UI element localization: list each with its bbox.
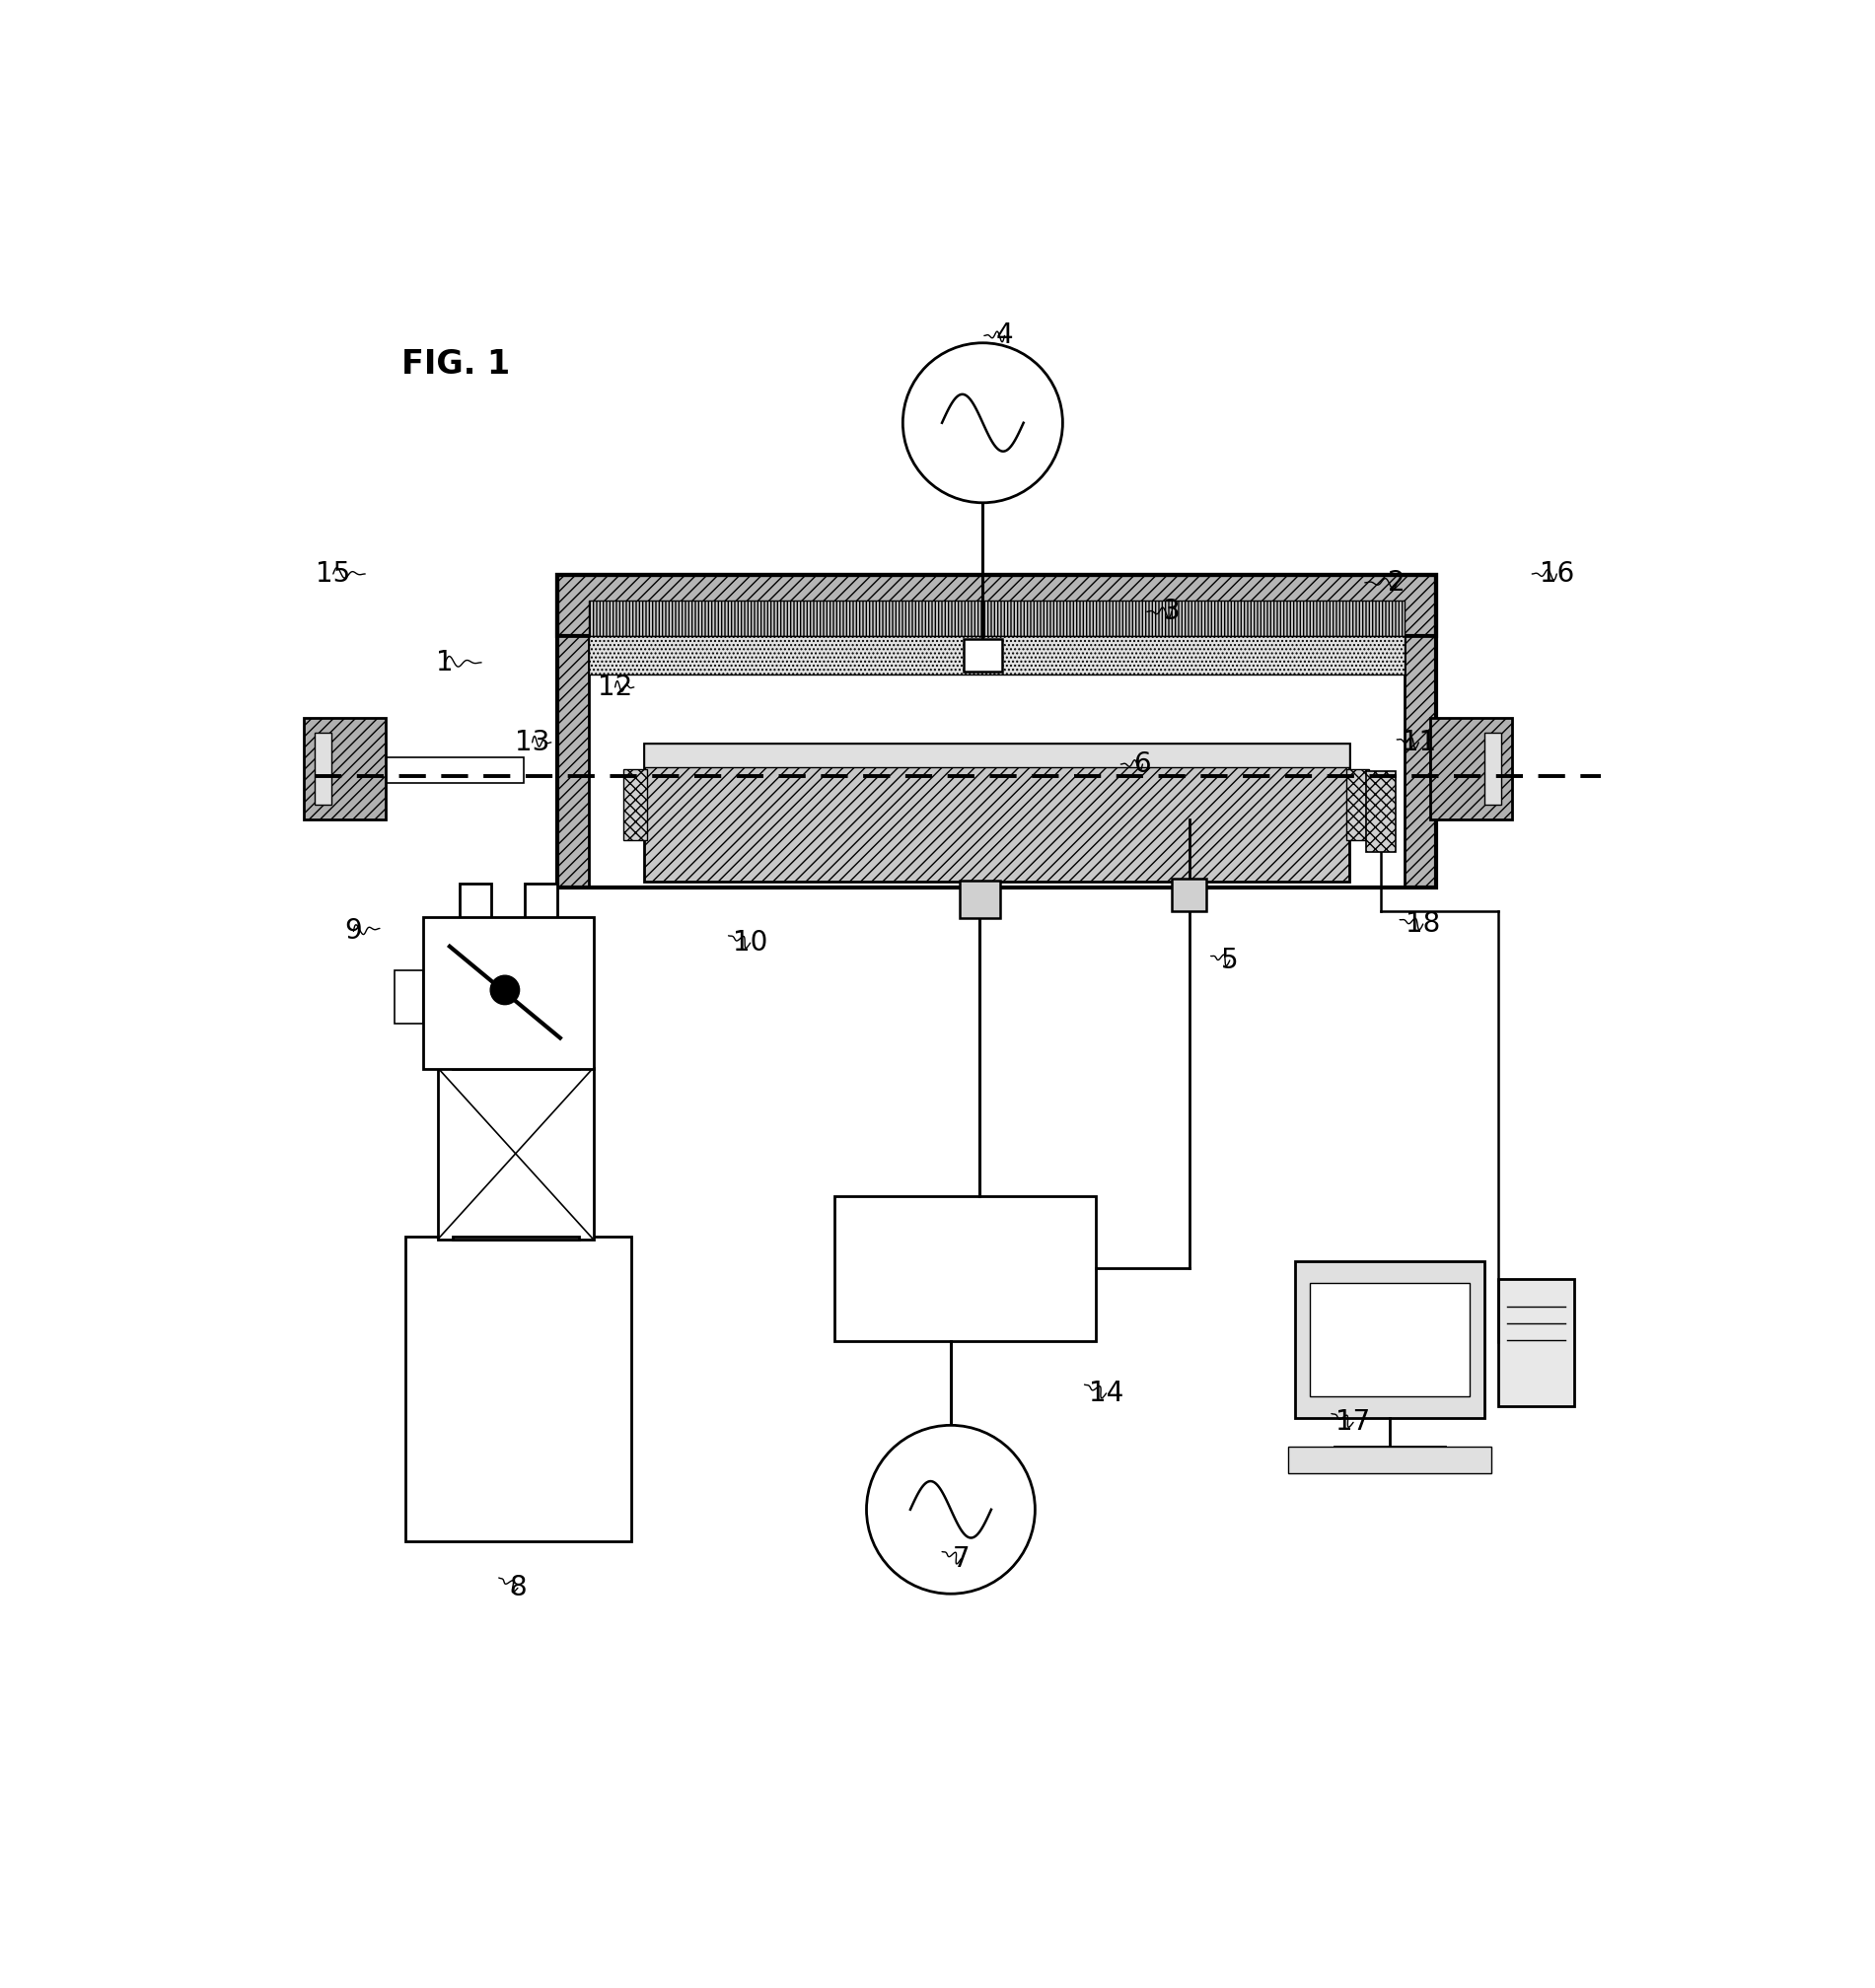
Text: 9: 9 xyxy=(345,918,362,944)
Circle shape xyxy=(866,1425,1035,1594)
Bar xyxy=(1367,771,1395,851)
Bar xyxy=(624,769,647,841)
Bar xyxy=(1498,1278,1575,1406)
Bar xyxy=(589,636,1404,674)
Bar xyxy=(834,1195,1097,1342)
Text: 18: 18 xyxy=(1406,911,1440,938)
Bar xyxy=(1311,1282,1470,1396)
Bar xyxy=(1346,769,1369,841)
Bar xyxy=(459,942,557,978)
Bar xyxy=(1431,718,1511,819)
Text: 8: 8 xyxy=(508,1574,527,1602)
Text: 7: 7 xyxy=(952,1545,969,1573)
Bar xyxy=(645,744,1348,767)
Bar xyxy=(1404,636,1436,889)
Bar xyxy=(589,600,1404,636)
Bar xyxy=(557,575,1436,889)
Bar xyxy=(1288,1447,1491,1473)
Bar xyxy=(315,732,332,805)
Bar xyxy=(964,640,1001,672)
Text: FIG. 1: FIG. 1 xyxy=(401,348,510,382)
Bar xyxy=(1485,732,1502,805)
Bar xyxy=(557,636,589,889)
Text: 4: 4 xyxy=(996,322,1012,350)
Bar xyxy=(471,978,501,1105)
Bar xyxy=(394,970,424,1024)
Bar xyxy=(557,575,1436,636)
Text: 6: 6 xyxy=(1134,749,1151,777)
Text: 15: 15 xyxy=(315,561,351,588)
Text: 1: 1 xyxy=(437,648,454,676)
Circle shape xyxy=(491,976,519,1004)
Bar xyxy=(645,744,1348,883)
Bar xyxy=(960,881,999,918)
Text: 16: 16 xyxy=(1539,561,1575,588)
Text: 13: 13 xyxy=(516,730,549,755)
Text: 5: 5 xyxy=(1221,946,1239,974)
Text: 12: 12 xyxy=(598,674,632,702)
Bar xyxy=(1296,1260,1485,1417)
Bar xyxy=(1172,879,1206,911)
Text: 17: 17 xyxy=(1335,1409,1371,1435)
Bar xyxy=(514,978,542,1105)
Text: 14: 14 xyxy=(1089,1380,1123,1408)
Bar xyxy=(386,757,523,783)
Text: 11: 11 xyxy=(1401,730,1436,755)
Text: 3: 3 xyxy=(1162,598,1181,626)
Bar xyxy=(452,1237,579,1239)
Circle shape xyxy=(904,342,1063,503)
Bar xyxy=(589,674,1404,889)
Bar xyxy=(424,916,592,1070)
Text: 2: 2 xyxy=(1388,569,1406,596)
Text: 10: 10 xyxy=(733,928,767,956)
Bar xyxy=(1431,757,1436,783)
Bar xyxy=(304,718,386,819)
Bar xyxy=(439,1068,592,1239)
Bar xyxy=(405,1237,632,1541)
Bar xyxy=(459,883,491,978)
Bar xyxy=(525,883,557,978)
